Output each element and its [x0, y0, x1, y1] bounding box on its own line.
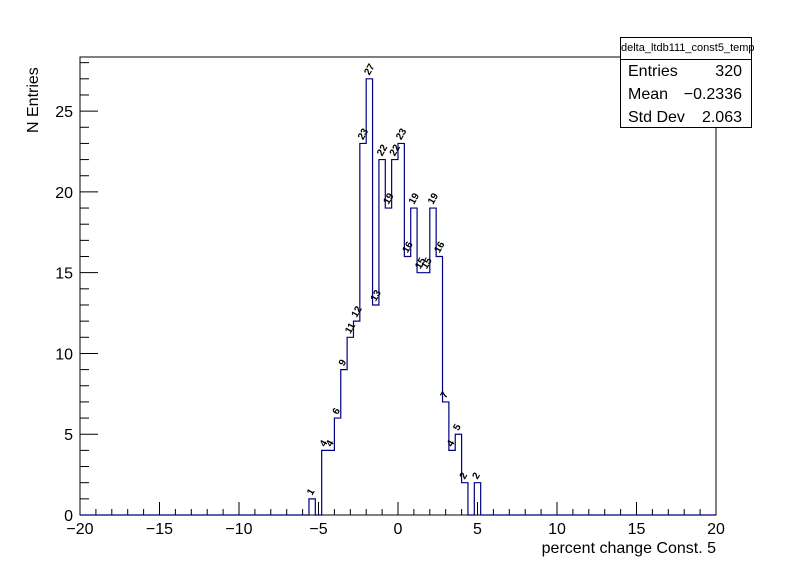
- stats-box: delta_ltdb111_const5_temp Entries 320 Me…: [620, 37, 755, 129]
- bin-count-label: 15: [413, 256, 428, 272]
- bin-count-label: 19: [426, 191, 441, 207]
- histogram-bin: [430, 208, 436, 515]
- x-tick-label: −5: [309, 521, 327, 538]
- histogram-bin: [328, 450, 334, 515]
- y-axis-label: N Entries: [25, 67, 42, 133]
- histogram-bin: [423, 273, 429, 515]
- stats-mean-label: Mean: [628, 86, 669, 103]
- bin-count-label: 15: [420, 256, 435, 272]
- x-tick-label: 5: [473, 521, 482, 538]
- y-tick-label: 10: [55, 346, 73, 363]
- y-tick-labels: 0 5 10 15 20 25: [55, 104, 73, 525]
- bin-count-label: 16: [432, 240, 447, 256]
- histogram-bin: [360, 143, 366, 515]
- histogram-bin: [411, 208, 417, 515]
- bin-count-label: 5: [451, 422, 464, 433]
- histogram-bin: [341, 370, 347, 515]
- stats-stddev-label: Std Dev: [628, 109, 685, 126]
- bin-count-label: 1: [305, 487, 318, 498]
- histogram-bin: [398, 143, 404, 515]
- bin-count-label: 16: [401, 240, 416, 256]
- bin-count-label: 9: [337, 357, 350, 368]
- x-tick-label: −15: [146, 521, 173, 538]
- stats-row-stddev: Std Dev 2.063: [621, 106, 751, 129]
- stats-mean-value: −0.2336: [683, 86, 742, 103]
- bin-count-label: 2: [458, 470, 471, 481]
- bin-count-label: 2: [471, 470, 484, 481]
- stats-stddev-value: 2.063: [701, 109, 742, 126]
- bin-count-label: 4: [324, 438, 337, 449]
- histogram-bin: [436, 257, 442, 515]
- bin-count-label: 23: [394, 126, 409, 142]
- histogram-bin: [353, 321, 359, 515]
- y-tick-label: 25: [55, 104, 73, 121]
- x-tick-label: −20: [66, 521, 93, 538]
- y-tick-label: 0: [64, 508, 73, 525]
- x-tick-label: 10: [548, 521, 566, 538]
- histogram-bin: [443, 402, 449, 515]
- bin-count-label: 19: [382, 191, 397, 207]
- histogram-bin: [373, 305, 379, 515]
- stats-title: delta_ltdb111_const5_temp: [621, 38, 755, 60]
- bin-count-label: 27: [362, 62, 377, 78]
- histogram-bin: [385, 208, 391, 515]
- histogram-outline: [80, 78, 716, 516]
- bin-count-label: 6: [331, 406, 344, 417]
- x-tick-label: 15: [628, 521, 646, 538]
- bin-count-label: 13: [369, 288, 384, 304]
- histogram-bin: [417, 273, 423, 515]
- bin-count-label: 12: [350, 304, 365, 320]
- histogram-bin: [379, 160, 385, 515]
- bin-count-label: 7: [439, 390, 452, 401]
- stats-entries-label: Entries: [628, 63, 678, 80]
- bin-count-label: 22: [375, 143, 390, 159]
- histogram-bin: [462, 483, 468, 515]
- x-tick-label: 0: [394, 521, 403, 538]
- histogram-bin: [322, 450, 328, 515]
- histogram-bin: [392, 160, 398, 515]
- y-tick-label: 15: [55, 266, 73, 283]
- bin-count-label: 4: [318, 438, 331, 449]
- x-tick-label: −10: [225, 521, 252, 538]
- stats-entries-value: 320: [715, 63, 742, 80]
- stats-row-mean: Mean −0.2336: [621, 83, 751, 106]
- histogram-bin: [449, 450, 455, 515]
- y-tick-label: 5: [64, 427, 73, 444]
- y-tick-label: 20: [55, 185, 73, 202]
- axis-ticks: [79, 62, 717, 516]
- stats-row-entries: Entries 320: [621, 60, 751, 83]
- bin-count-label: 4: [445, 438, 458, 449]
- x-tick-labels: −20 −15 −10 −5 0 5 10 15 20: [66, 521, 725, 538]
- bin-count-label: 23: [356, 126, 371, 142]
- histogram-bin: [334, 418, 340, 515]
- bin-count-label: 22: [388, 143, 403, 159]
- histogram-bin: [309, 499, 315, 515]
- bin-count-label: 19: [407, 191, 422, 207]
- x-tick-label: 20: [707, 521, 725, 538]
- x-axis-label: percent change Const. 5: [542, 540, 716, 557]
- bin-count-label: 11: [343, 321, 358, 336]
- histogram-bin: [404, 257, 410, 515]
